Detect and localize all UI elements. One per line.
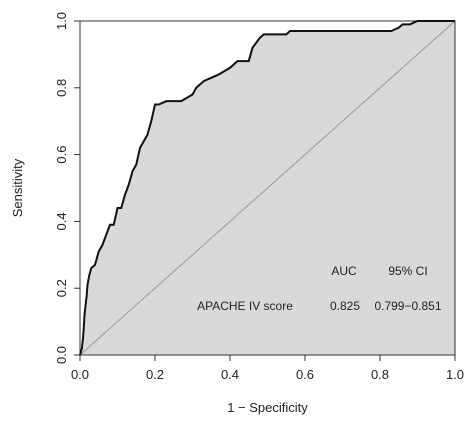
- y-tick-label: 0.2: [54, 279, 69, 297]
- reference-diagonal-line: [79, 20, 456, 356]
- x-tick-label: 0.0: [71, 367, 89, 382]
- annotation-header-auc: AUC: [331, 264, 357, 278]
- y-tick-label: 0.4: [54, 212, 69, 230]
- x-axis-title: 1 − Specificity: [227, 400, 308, 415]
- annotation-row-label: APACHE IV score: [197, 299, 293, 313]
- annotation-header-ci: 95% CI: [388, 264, 427, 278]
- y-tick-label: 0.8: [54, 79, 69, 97]
- x-tick-label: 0.2: [146, 367, 164, 382]
- y-tick-label: 0.6: [54, 146, 69, 164]
- x-tick-label: 0.6: [296, 367, 314, 382]
- y-tick-label: 1.0: [54, 12, 69, 30]
- x-tick-label: 0.8: [371, 367, 389, 382]
- y-axis-title: Sensitivity: [10, 158, 25, 217]
- roc-curve-line: [79, 20, 455, 356]
- annotation-row-auc: 0.825: [330, 299, 360, 313]
- x-tick-label: 1.0: [446, 367, 464, 382]
- y-tick-label: 0.0: [54, 346, 69, 364]
- plot-area: 0.0 0.2 0.4 0.6 0.8 1.0 0.0 0.2 0.4 0.6 0.8 1.0: [54, 12, 464, 382]
- annotation-row-ci: 0.799−0.851: [374, 299, 441, 313]
- plot-frame: [79, 20, 456, 356]
- x-tick-label: 0.4: [221, 367, 239, 382]
